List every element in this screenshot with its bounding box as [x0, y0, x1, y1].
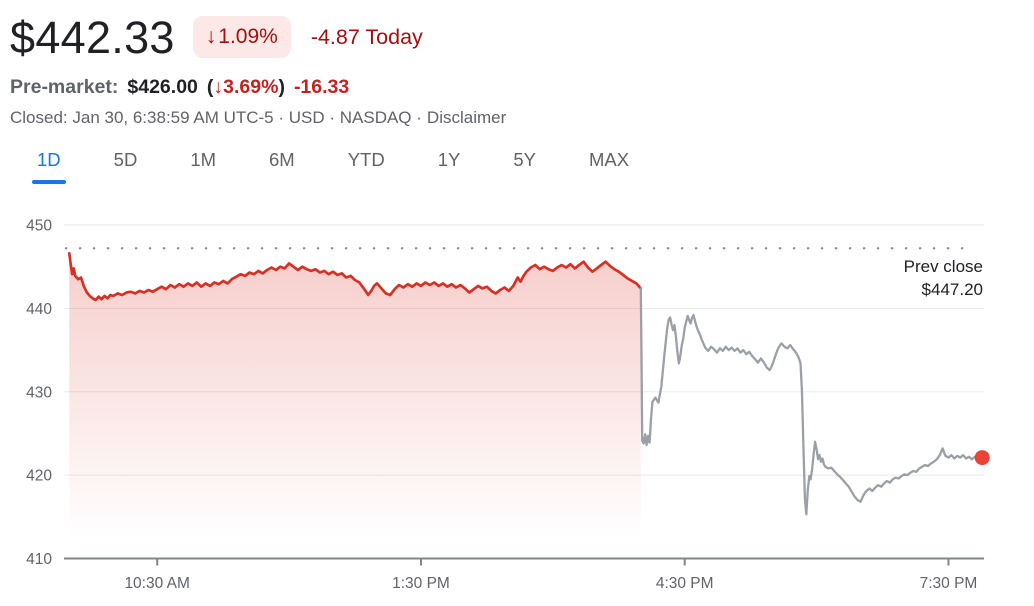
market-status-text: Closed: Jan 30, 6:38:59 AM UTC-5 · USD ·… — [10, 108, 422, 127]
x-axis-label: 7:30 PM — [920, 575, 978, 592]
tab-label: 6M — [269, 149, 295, 170]
change-amount-today: -4.87 Today — [310, 24, 423, 49]
pre-market-row: Pre-market: $426.00 (↓3.69%) -16.33 — [10, 76, 1034, 99]
prev-close-value: $447.20 — [922, 280, 983, 299]
tab-label: 1M — [190, 149, 217, 170]
down-arrow-icon: ↓ — [205, 25, 217, 48]
time-range-tabs: 1D 5D 1M 6M YTD 1Y 5Y MAX — [32, 149, 631, 184]
tab-1d[interactable]: 1D — [32, 149, 66, 184]
down-arrow-icon: ↓ — [213, 76, 224, 98]
x-axis-label: 1:30 PM — [392, 575, 450, 592]
tab-1y[interactable]: 1Y — [436, 149, 463, 184]
tab-label: 5D — [113, 149, 138, 170]
quote-header: $442.33 ↓ 1.09% -4.87 Today Pre-market: $… — [0, 0, 1034, 128]
tab-5y[interactable]: 5Y — [511, 149, 538, 184]
y-axis-label: 420 — [26, 468, 52, 485]
change-percent-badge: ↓ 1.09% — [192, 16, 291, 58]
disclaimer-link[interactable]: Disclaimer — [426, 108, 507, 127]
tab-label: 1Y — [437, 149, 461, 170]
active-tab-underline — [32, 180, 66, 184]
tab-label: MAX — [589, 149, 630, 170]
y-axis-label: 450 — [26, 218, 52, 235]
tab-max[interactable]: MAX — [587, 149, 631, 184]
market-status-row: Closed: Jan 30, 6:38:59 AM UTC-5 · USD ·… — [10, 108, 1034, 128]
pre-market-percent: 3.69% — [223, 76, 279, 98]
tab-label: YTD — [347, 149, 385, 170]
y-axis-label: 410 — [26, 551, 52, 568]
tab-label: 5Y — [513, 149, 536, 170]
open-paren: ( — [206, 76, 214, 98]
y-axis-label: 440 — [26, 301, 52, 318]
tab-1m[interactable]: 1M — [188, 149, 218, 184]
pre-market-percent-group: (↓3.69%) — [207, 76, 285, 99]
pre-market-label: Pre-market: — [10, 76, 119, 98]
current-price: $442.33 — [10, 11, 175, 63]
after-hours-line — [639, 287, 984, 516]
y-axis-label: 430 — [26, 384, 52, 401]
regular-hours-fill — [69, 253, 641, 559]
x-axis-label: 4:30 PM — [656, 575, 714, 592]
pre-market-change: -16.33 — [293, 76, 350, 98]
prev-close-label: Prev close — [904, 257, 983, 276]
price-row: $442.33 ↓ 1.09% -4.87 Today — [10, 12, 1034, 62]
tab-6m[interactable]: 6M — [267, 149, 297, 184]
tab-5d[interactable]: 5D — [112, 149, 140, 184]
tab-label: 1D — [37, 149, 61, 170]
close-paren: ) — [278, 76, 285, 98]
change-percent-value: 1.09% — [218, 25, 278, 48]
pre-market-price: $426.00 — [127, 76, 198, 98]
regular-hours-line — [67, 251, 643, 302]
latest-price-dot — [974, 450, 990, 466]
tab-ytd[interactable]: YTD — [346, 149, 387, 184]
x-axis-label: 10:30 AM — [124, 575, 190, 592]
